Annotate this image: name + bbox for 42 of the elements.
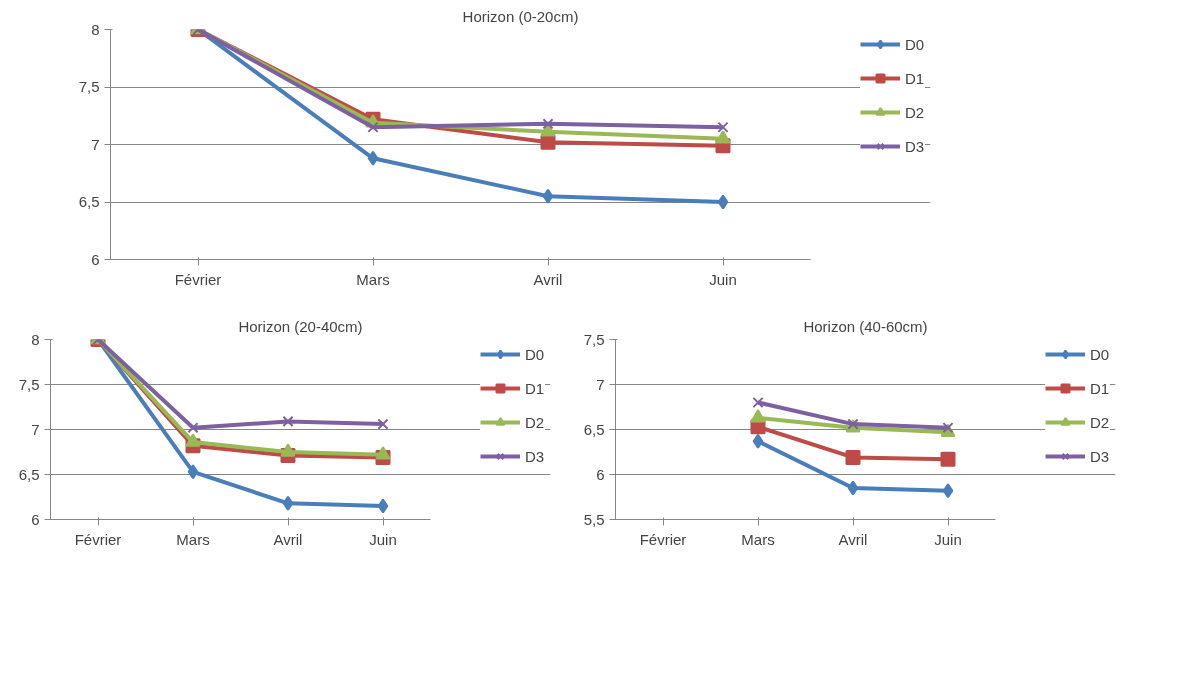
x-tick-label: Avril	[533, 270, 563, 288]
x-tick-label: Juin	[369, 530, 397, 548]
legend-label: D3	[905, 137, 925, 155]
legend-label: D1	[525, 379, 545, 397]
y-tick-label: 7	[596, 375, 605, 393]
y-tick-label: 5,5	[583, 510, 605, 528]
x-tick-label: Février	[639, 530, 687, 548]
y-tick-label: 8	[91, 20, 100, 38]
x-tick-label: Février	[174, 270, 222, 288]
y-tick-label: 7,5	[18, 375, 40, 393]
legend-label: D3	[525, 447, 545, 465]
y-tick-label: 6,5	[18, 465, 40, 483]
x-tick-label: Juin	[934, 530, 962, 548]
x-tick-label: Février	[74, 530, 122, 548]
y-tick-label: 6	[91, 250, 100, 268]
legend-label: D1	[905, 69, 925, 87]
y-tick-label: 8	[31, 330, 40, 348]
y-tick-label: 6	[596, 465, 605, 483]
chart-title: Horizon (20-40cm)	[238, 317, 363, 335]
y-tick-label: 7,5	[583, 330, 605, 348]
y-tick-label: 6	[31, 510, 40, 528]
legend-label: D1	[1090, 379, 1110, 397]
x-tick-label: Juin	[709, 270, 737, 288]
x-tick-label: Avril	[838, 530, 868, 548]
legend-label: D2	[905, 103, 925, 121]
y-tick-label: 7,5	[78, 78, 100, 95]
y-tick-label: 6,5	[78, 193, 100, 210]
chart-title: Horizon (40-60cm)	[803, 317, 928, 335]
legend-label: D0	[525, 345, 545, 363]
y-tick-label: 7	[91, 135, 100, 153]
legend-label: D0	[1090, 345, 1110, 363]
y-tick-label: 7	[31, 420, 40, 438]
legend-label: D2	[525, 413, 545, 431]
legend-label: D3	[1090, 447, 1110, 465]
x-tick-label: Mars	[356, 270, 390, 288]
x-tick-label: Mars	[741, 530, 775, 548]
y-tick-label: 6,5	[583, 420, 605, 438]
x-tick-label: Mars	[176, 530, 210, 548]
legend-label: D0	[905, 35, 925, 53]
x-tick-label: Avril	[273, 530, 303, 548]
legend-label: D2	[1090, 413, 1110, 431]
chart-title: Horizon (0-20cm)	[462, 7, 579, 25]
